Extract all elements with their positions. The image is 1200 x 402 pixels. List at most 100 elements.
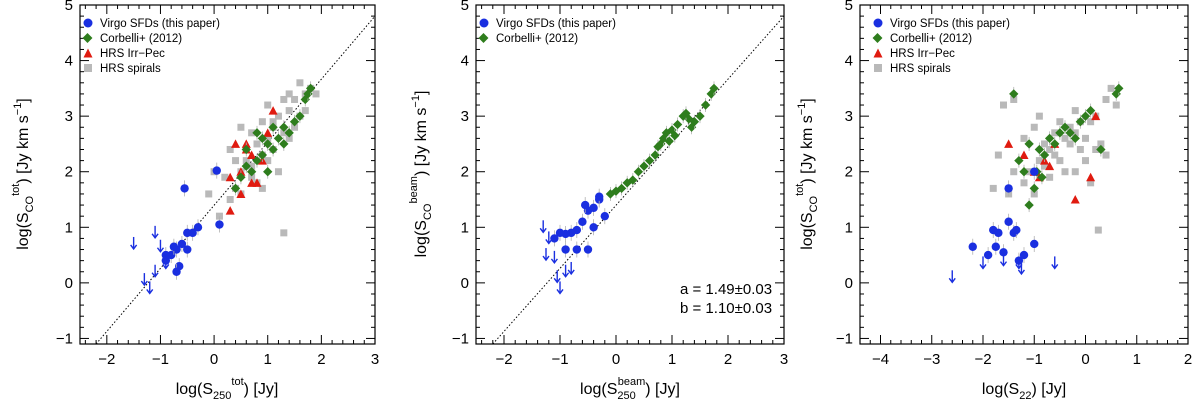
point-corbelli [257,133,268,144]
point-corbelli [1029,183,1039,194]
point-virgo-sfd [581,200,590,210]
y-tick-label: 0 [65,275,73,292]
point-corbelli [279,122,289,132]
x-tick-label: 3 [371,351,379,368]
legend: Virgo SFDs (this paper) Corbelli+ (2012)… [82,18,220,75]
point-hrs-spiral [1035,157,1043,165]
point-corbelli [1050,139,1060,149]
data-marks [948,81,1124,284]
point-hrs-spiral [280,229,288,237]
point-virgo-upper-limit [539,220,547,234]
point-corbelli [263,167,273,177]
point-virgo-sfd [994,228,1003,238]
x-axis-label: log(S22) [Jy] [982,381,1066,402]
point-hrs-spiral [226,145,234,153]
point-hrs-spiral [285,107,293,115]
x-tick-label: −2 [495,351,512,368]
tick-labels: −4 −3 −2 −1 0 1 2 −1 0 1 2 3 4 5 [836,0,1192,368]
point-virgo-sfd [180,184,189,193]
legend-label-hrs-irr: HRS Irr−Pec [890,48,955,60]
point-corbelli [695,111,705,121]
point-hrs-spiral [253,140,261,148]
point-corbelli [1096,144,1106,155]
point-hrs-irr-pec [1070,195,1080,204]
y-tick-label: 2 [461,164,469,181]
point-virgo-upper-limit [550,250,558,265]
point-virgo-sfd [169,242,179,251]
legend-label-hrs-spirals: HRS spirals [100,63,161,75]
point-hrs-spiral [1087,118,1095,126]
legend-marker-hrs-spirals [874,64,882,72]
y-axis-label: log(SCOtot) [Jy km s−1] [794,98,820,250]
point-virgo-upper-limit [979,256,987,270]
data-marks [95,15,375,344]
plot-frame [475,4,785,345]
y-axis-label: log(SCObeam) [Jy km s−1] [408,91,434,258]
y-tick-label: −1 [836,330,853,347]
point-hrs-spiral [1061,168,1069,176]
tick-labels: −2 −1 0 1 2 3 −1 0 1 2 3 4 5 [452,0,788,368]
x-tick-label: −2 [974,351,991,368]
point-hrs-spiral [1071,107,1079,115]
point-virgo-upper-limit [130,236,138,251]
x-tick-label: 2 [724,351,732,368]
point-virgo-sfd [183,245,192,254]
point-corbelli [1014,155,1024,166]
upper-limit-head [567,269,575,276]
upper-limit-head [151,233,159,240]
upper-limit-head [156,247,165,253]
point-corbelli [1009,89,1019,99]
point-hrs-spiral [1102,95,1110,103]
legend-marker-virgo [83,18,93,28]
point-hrs-spiral [226,196,234,204]
point-hrs-irr-pec [236,189,246,198]
point-corbelli [1039,150,1050,160]
y-tick-label: 3 [65,108,73,125]
point-corbelli [1034,144,1045,155]
panel-co-beam-vs-s250-beam: −2 −1 0 1 2 3 −1 0 1 2 3 4 5 Virgo SFDs (this paper)… [408,0,788,402]
point-corbelli [1065,128,1075,138]
point-corbelli [284,128,294,138]
point-virgo-sfd [1030,167,1039,176]
point-hrs-irr-pec [1091,111,1101,121]
upper-limit-head [556,289,564,295]
point-corbelli [263,139,273,149]
x-tick-label: −1 [551,351,568,368]
point-hrs-spiral [1102,151,1110,159]
point-virgo-sfd [555,228,565,238]
point-hrs-spiral [1056,118,1064,126]
point-corbelli [653,142,663,152]
y-tick-label: 5 [65,0,73,14]
point-virgo-upper-limit [140,273,148,287]
y-tick-label: 1 [65,219,73,236]
point-hrs-spiral [264,101,272,109]
point-hrs-irr-pec [225,172,235,182]
point-hrs-spiral [1071,168,1079,176]
y-axis-label: log(SCOtot) [Jy km s−1] [10,98,36,250]
legend-label-virgo: Virgo SFDs (this paper) [890,18,1010,30]
point-corbelli [644,155,655,166]
point-virgo-sfd [215,220,224,229]
point-corbelli [289,117,300,127]
point-virgo-upper-limit [151,264,159,278]
x-tick-label: −1 [152,351,169,368]
upper-limit-head [542,255,550,262]
y-tick-label: −1 [452,330,469,347]
upper-limit-head [1051,263,1059,270]
point-hrs-spiral [1000,101,1007,109]
x-axis-label: log(S250beam) [Jy] [580,376,680,402]
point-virgo-sfd [589,223,598,232]
point-corbelli [305,83,316,94]
y-tick-label: 5 [845,0,853,14]
point-virgo-upper-limit [151,225,159,240]
point-hrs-spiral [1087,179,1095,187]
point-corbelli [241,144,251,155]
tick-marks [476,4,785,344]
point-corbelli [628,175,638,185]
x-tick-label: 1 [1133,351,1141,368]
legend-label-corbelli: Corbelli+ (2012) [100,33,182,45]
point-hrs-spiral [1020,179,1028,187]
point-hrs-spiral [221,173,229,181]
point-virgo-sfd [161,250,171,260]
point-corbelli [664,136,674,146]
